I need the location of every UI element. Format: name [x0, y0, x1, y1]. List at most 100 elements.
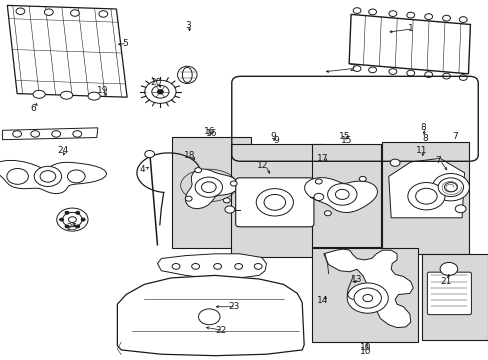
Circle shape — [388, 69, 396, 75]
Circle shape — [65, 211, 69, 214]
Circle shape — [52, 131, 61, 137]
Circle shape — [458, 75, 466, 80]
Bar — [311, 144, 381, 247]
Circle shape — [346, 283, 387, 313]
Circle shape — [234, 264, 242, 269]
Circle shape — [406, 12, 414, 18]
Circle shape — [324, 211, 331, 216]
Circle shape — [57, 208, 88, 231]
Circle shape — [62, 212, 82, 227]
Circle shape — [157, 90, 163, 94]
Circle shape — [44, 9, 53, 15]
Polygon shape — [157, 254, 266, 279]
FancyBboxPatch shape — [235, 178, 313, 227]
Circle shape — [368, 67, 376, 73]
Circle shape — [40, 171, 56, 182]
Text: 14: 14 — [316, 296, 328, 305]
Circle shape — [194, 168, 201, 173]
Bar — [382, 142, 468, 254]
Circle shape — [99, 11, 107, 17]
Circle shape — [7, 168, 28, 184]
Circle shape — [327, 184, 356, 205]
Text: 21: 21 — [439, 277, 451, 286]
Bar — [230, 144, 322, 257]
Text: 20: 20 — [150, 78, 162, 87]
Text: 7: 7 — [434, 156, 440, 165]
Circle shape — [65, 225, 69, 228]
Circle shape — [60, 218, 63, 221]
Circle shape — [76, 211, 80, 214]
Ellipse shape — [88, 92, 100, 100]
Circle shape — [424, 72, 432, 77]
Circle shape — [335, 189, 348, 199]
Circle shape — [444, 183, 456, 192]
Circle shape — [431, 174, 468, 201]
Circle shape — [359, 176, 366, 181]
Circle shape — [16, 8, 25, 14]
Circle shape — [172, 264, 180, 269]
Circle shape — [230, 181, 237, 186]
Text: 24: 24 — [57, 146, 68, 155]
Text: 7: 7 — [451, 132, 457, 141]
Circle shape — [437, 178, 463, 197]
Circle shape — [315, 179, 322, 184]
Text: 19: 19 — [97, 86, 108, 95]
Circle shape — [34, 166, 61, 186]
Circle shape — [407, 183, 444, 210]
Circle shape — [352, 66, 360, 71]
Polygon shape — [304, 177, 377, 212]
Text: 9: 9 — [269, 132, 275, 141]
Circle shape — [213, 264, 221, 269]
Text: 13: 13 — [350, 274, 362, 284]
Circle shape — [442, 15, 449, 21]
Circle shape — [151, 85, 169, 98]
Text: 23: 23 — [227, 302, 239, 311]
FancyBboxPatch shape — [427, 272, 470, 315]
Ellipse shape — [182, 67, 192, 82]
Circle shape — [31, 131, 40, 137]
Text: 8: 8 — [419, 123, 425, 132]
Circle shape — [256, 189, 293, 216]
Circle shape — [81, 218, 85, 221]
Circle shape — [389, 159, 399, 166]
Text: 10: 10 — [359, 346, 371, 356]
Ellipse shape — [33, 90, 45, 98]
Polygon shape — [323, 249, 412, 328]
Circle shape — [195, 177, 222, 197]
Circle shape — [458, 17, 466, 22]
Polygon shape — [348, 14, 469, 74]
Polygon shape — [0, 161, 106, 194]
Circle shape — [388, 11, 396, 17]
Circle shape — [415, 188, 436, 204]
Circle shape — [68, 217, 76, 222]
Text: 15: 15 — [338, 132, 350, 141]
Text: 6: 6 — [30, 104, 36, 112]
Circle shape — [454, 205, 465, 213]
Circle shape — [144, 150, 154, 158]
Text: 12: 12 — [257, 161, 268, 170]
Circle shape — [198, 309, 220, 325]
Text: 5: 5 — [122, 39, 127, 48]
Circle shape — [442, 73, 449, 79]
Polygon shape — [185, 169, 238, 209]
Circle shape — [362, 294, 372, 302]
Text: 9: 9 — [273, 136, 279, 145]
Ellipse shape — [61, 91, 73, 99]
Circle shape — [264, 194, 285, 210]
Circle shape — [224, 206, 234, 213]
Circle shape — [73, 131, 81, 137]
Circle shape — [223, 198, 230, 203]
Text: 22: 22 — [215, 326, 226, 335]
Text: 15: 15 — [340, 136, 351, 145]
Ellipse shape — [177, 66, 197, 84]
Circle shape — [201, 182, 216, 193]
Text: 10: 10 — [359, 343, 371, 352]
Text: 18: 18 — [183, 151, 195, 160]
Text: 8: 8 — [422, 134, 427, 143]
Circle shape — [76, 225, 80, 228]
Polygon shape — [388, 158, 464, 218]
Bar — [172, 137, 250, 248]
Circle shape — [352, 8, 360, 13]
Polygon shape — [7, 5, 127, 97]
Text: 4: 4 — [140, 165, 145, 174]
